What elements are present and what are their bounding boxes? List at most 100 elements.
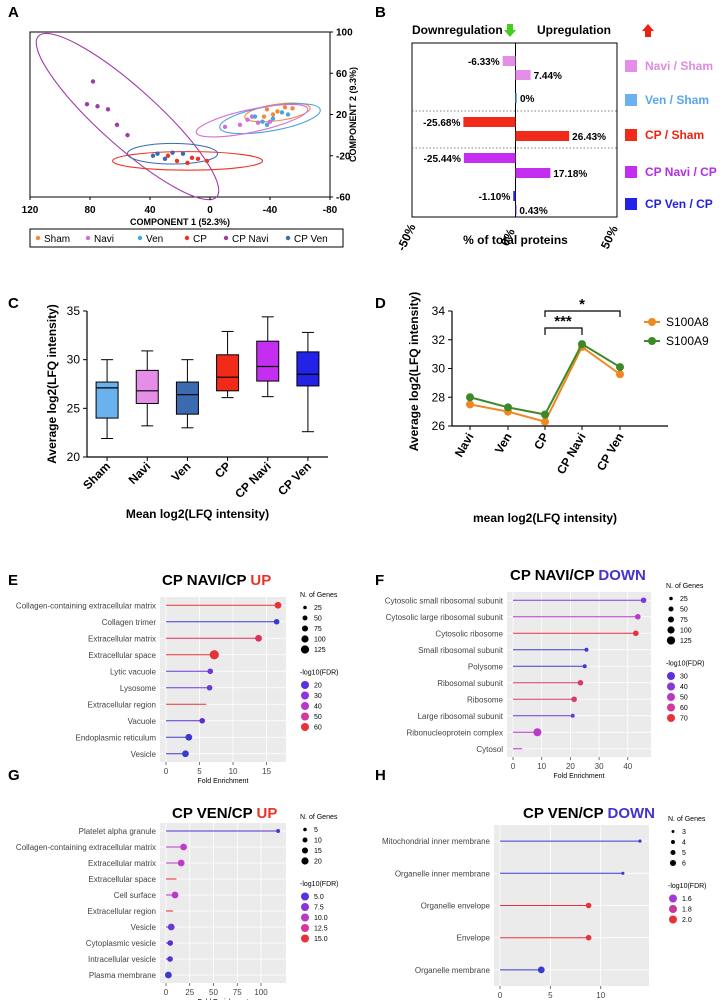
lollipop-head [171,891,179,899]
x-tick-label: CP Ven [594,431,627,474]
pca-plot-frame [29,31,331,198]
pca-point-cp-navi [125,132,130,138]
x-tick-label: CP Navi [554,431,589,477]
x-axis-label: Mean log2(LFQ intensity) [126,507,269,521]
x-tick-label: 50% [598,223,621,251]
y-tick-label: 28 [432,390,446,404]
color-legend-marker [301,702,309,710]
color-legend-label: 50 [314,714,322,721]
down-value-label: -6.33% [468,57,500,68]
x-tick-label: -40 [263,205,278,216]
confidence-ellipse-5 [195,103,309,138]
x-tick-label: 10 [229,767,238,776]
x-tick-label: CP Navi [232,459,274,501]
box-cp [216,354,240,392]
down-value-label: -1.10% [479,192,511,203]
color-legend-marker [301,924,309,932]
downregulation-bar [463,153,516,163]
color-legend-marker [301,691,309,700]
y-tick-label: 60 [336,69,348,80]
term-label: Large ribosomal subunit [418,712,504,721]
confidence-ellipse-2 [126,142,219,165]
y-tick-label: 30 [432,362,446,376]
panel-label-d: D [375,295,386,312]
lollipop-head [206,684,213,691]
color-legend-marker [669,894,677,903]
y-tick-label: 25 [67,401,81,415]
size-legend-label: 3 [682,829,686,836]
y-tick-label: -20 [336,151,351,162]
legend-marker [285,235,291,241]
significance-label: * [579,296,585,313]
color-legend-label: 5.0 [314,894,324,901]
legend-label: Sham [44,234,70,245]
size-legend-label: 50 [314,616,322,623]
box-cp-navi [256,340,280,382]
size-legend-label: 75 [680,617,688,624]
upregulation-bar [515,93,517,103]
size-legend-marker [303,827,307,832]
x-tick-label: 5 [548,991,553,1000]
pca-point-cp-navi [114,122,120,128]
title-main: CP VEN/CP [172,805,256,822]
pca-point-cp [189,155,195,161]
x-tick-label: 0% [498,226,518,248]
legend-label: CP Ven [294,234,328,245]
term-label: Vesicle [131,750,157,759]
term-label: Ribosomal subunit [437,679,504,688]
x-tick-label: 40 [623,762,632,771]
term-label: Organelle envelope [421,902,491,911]
lollipop-head [185,733,193,741]
y-tick-label: 35 [67,304,81,318]
box-navi [135,369,159,404]
box-cp-ven [296,351,320,387]
down-value-label: -25.44% [424,154,461,165]
lollipop-head [570,713,575,718]
x-tick-label: Navi [126,459,154,487]
color-legend-label: 12.5 [314,926,328,933]
pca-point-sham [270,112,276,117]
lollipop-head [571,696,577,703]
size-legend-marker [668,606,674,612]
color-legend-label: 15.0 [314,936,328,943]
title-direction: UP [250,572,271,589]
x-tick-label: -80 [323,205,338,216]
pca-point-ven [260,119,265,124]
y-axis-label: Average log2(LFQ intensity) [407,292,421,452]
size-legend-marker [667,616,675,623]
color-legend-marker [301,712,309,721]
pca-point-ven [264,122,270,128]
size-legend-title: N. of Genes [668,816,706,823]
comparison-swatch [625,94,637,106]
legend-label: CP Navi [232,234,269,245]
lollipop-head [199,717,206,724]
color-legend-label: 1.8 [682,907,692,914]
pca-point-ven [270,116,276,121]
term-label: Lysosome [120,684,157,693]
pca-point-cp-ven [170,150,175,155]
size-legend-label: 5 [314,827,318,834]
significance-label: *** [554,313,572,330]
confidence-ellipse-3 [244,102,311,123]
y-tick-label: 20 [67,450,81,464]
pca-point-sham [290,106,295,111]
term-label: Vacuole [128,717,157,726]
color-legend-marker [667,682,675,691]
pca-point-ven [285,112,291,117]
series-line-s100a9 [469,342,621,416]
pca-point-ven [252,114,258,119]
upregulation-bar [515,131,570,141]
size-legend-title: N. of Genes [666,583,704,590]
color-legend-label: 20 [314,683,322,690]
legend-marker [35,235,41,241]
significance-bracket [544,327,583,335]
size-legend-marker [301,847,309,854]
pca-point-cp-navi [84,101,90,107]
upregulation-bar [515,168,551,178]
series-point-s100a9 [466,393,474,402]
x-tick-label: CP Ven [275,459,314,498]
x-tick-label: CP [212,459,234,481]
title-main: CP VEN/CP [523,805,607,822]
color-legend-marker [301,681,309,689]
lollipop-head [182,750,189,758]
